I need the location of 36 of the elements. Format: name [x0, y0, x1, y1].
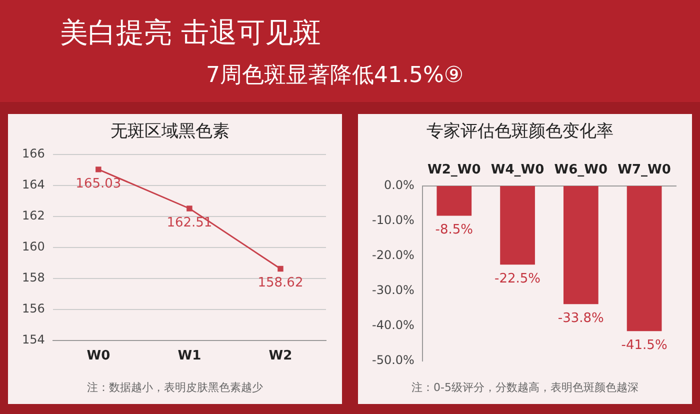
chart-title: 无斑区域黑色素: [110, 122, 230, 142]
y-tick-label: -10.0%: [372, 213, 414, 228]
text: 注：0-5级评分，分数越高，表明色斑颜色越深: [412, 380, 638, 395]
data-label: 165.03: [76, 176, 122, 192]
text: 注：数据越小，表明皮肤黑色素越少: [87, 380, 263, 395]
y-tick-label: 164: [22, 178, 45, 192]
x-tick-label: W1: [178, 348, 202, 364]
text: 美白提亮 击退可见斑: [60, 15, 321, 51]
point: [96, 166, 102, 172]
y-tick-label: 0.0%: [384, 178, 414, 192]
chart-title: 专家评估色斑颜色变化率: [426, 122, 614, 142]
y-tick-label: -40.0%: [372, 318, 414, 332]
data-label: -33.8%: [558, 311, 604, 326]
x-tick-label: W7_W0: [618, 162, 671, 178]
y-tick-label: 158: [22, 270, 45, 285]
y-tick-label: 162: [22, 208, 45, 223]
x-tick-label: W0: [86, 348, 110, 364]
x-tick-label: W2: [268, 348, 292, 364]
y-tick-label: -30.0%: [372, 283, 414, 298]
data-label: -41.5%: [621, 338, 668, 353]
x-tick-label: W2_W0: [428, 162, 481, 178]
data-label: 158.62: [258, 276, 304, 291]
y-tick-label: -20.0%: [372, 248, 414, 262]
y-tick-label: 156: [22, 302, 45, 316]
y-tick-label: 154: [22, 332, 45, 347]
data-label: 162.51: [166, 215, 212, 230]
data-label: -22.5%: [494, 272, 541, 287]
x-tick-label: W4_W0: [490, 162, 544, 178]
point: [278, 266, 284, 272]
x-tick-label: W6_W0: [554, 162, 608, 178]
point: [186, 206, 192, 212]
y-tick-label: 166: [22, 146, 45, 161]
y-tick-label: 160: [22, 240, 45, 254]
y-tick-label: -50.0%: [372, 352, 414, 367]
data-label: -8.5%: [435, 222, 474, 238]
text: 7周色斑显著降低41.5%⑨: [206, 62, 464, 90]
